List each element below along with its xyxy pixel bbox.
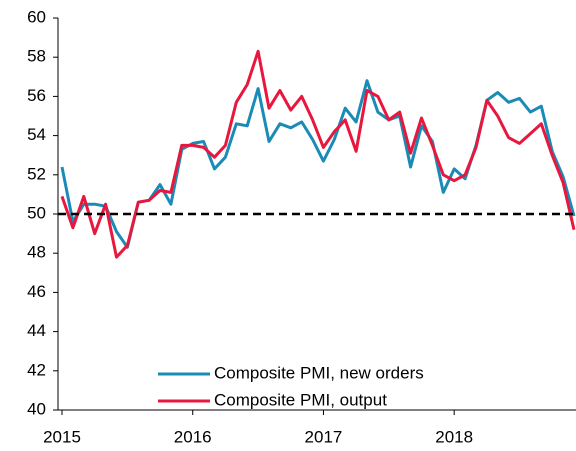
y-tick-label: 42	[27, 360, 46, 379]
y-tick-label: 58	[27, 47, 46, 66]
y-tick-label: 56	[27, 86, 46, 105]
y-tick-label: 52	[27, 164, 46, 183]
y-tick-label: 44	[27, 321, 46, 340]
x-tick-label: 2016	[174, 427, 212, 446]
series-line	[60, 79, 576, 249]
legend-label: Composite PMI, output	[214, 390, 387, 409]
x-tick-label: 2015	[43, 427, 81, 446]
x-tick-label: 2017	[305, 427, 343, 446]
legend-label: Composite PMI, new orders	[214, 363, 424, 382]
y-tick-label: 50	[27, 203, 46, 222]
y-tick-label: 54	[27, 125, 46, 144]
y-tick-label: 60	[27, 7, 46, 26]
series-line	[60, 49, 576, 259]
x-tick-label: 2018	[435, 427, 473, 446]
y-tick-label: 40	[27, 399, 46, 418]
y-tick-label: 48	[27, 243, 46, 262]
y-tick-label: 46	[27, 282, 46, 301]
